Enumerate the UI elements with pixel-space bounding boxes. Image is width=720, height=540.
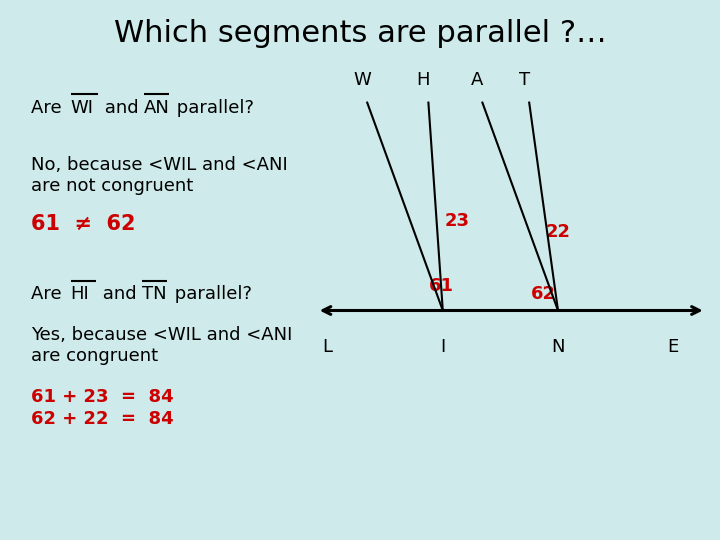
Text: parallel?: parallel? (169, 285, 252, 303)
Text: Which segments are parallel ?…: Which segments are parallel ?… (114, 19, 606, 48)
Text: N: N (552, 338, 564, 355)
Text: Are: Are (31, 99, 68, 117)
Text: L: L (323, 338, 333, 355)
Text: T: T (518, 71, 530, 89)
Text: 22: 22 (546, 223, 571, 241)
Text: WI: WI (71, 99, 94, 117)
Text: No, because <WIL and <ANI: No, because <WIL and <ANI (31, 156, 288, 174)
Text: 62: 62 (531, 285, 557, 303)
Text: H: H (417, 71, 430, 89)
Text: are not congruent: are not congruent (31, 177, 193, 195)
Text: and: and (97, 285, 143, 303)
Text: Yes, because <WIL and <ANI: Yes, because <WIL and <ANI (31, 326, 292, 344)
Text: 61  ≠  62: 61 ≠ 62 (31, 214, 135, 234)
Text: and: and (99, 99, 145, 117)
Text: TN: TN (142, 285, 166, 303)
Text: Are: Are (31, 285, 68, 303)
Text: parallel?: parallel? (171, 99, 254, 117)
Text: AN: AN (144, 99, 170, 117)
Text: W: W (354, 71, 371, 89)
Text: are congruent: are congruent (31, 347, 158, 366)
Text: I: I (440, 338, 446, 355)
Text: 62 + 22  =  84: 62 + 22 = 84 (31, 409, 174, 428)
Text: E: E (667, 338, 679, 355)
Text: 61: 61 (428, 277, 454, 295)
Text: 61 + 23  =  84: 61 + 23 = 84 (31, 388, 174, 406)
Text: HI: HI (71, 285, 89, 303)
Text: 23: 23 (445, 212, 470, 231)
Text: A: A (471, 71, 484, 89)
